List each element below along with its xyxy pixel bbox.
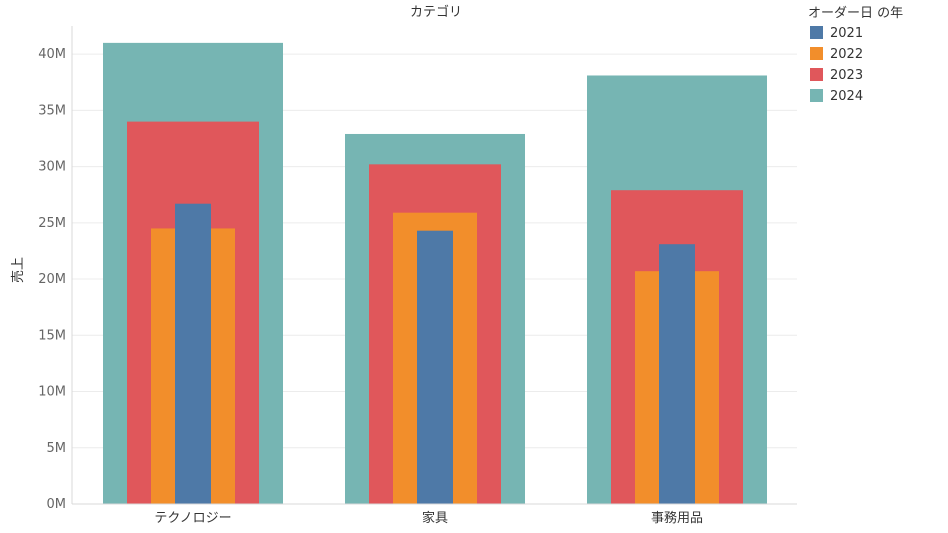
legend-swatch-2021 <box>810 26 823 39</box>
chart-title: カテゴリ <box>410 4 462 20</box>
x-category-label: テクノロジー <box>154 511 231 526</box>
legend-label-2023: 2023 <box>830 68 863 83</box>
legend-swatch-2024 <box>810 89 823 102</box>
bars-layer <box>103 42 767 505</box>
axis-layer: 0M 5M 10M 15M 20M 25M 30M 35M 40M テクノロジー 家具 事務用品 <box>38 26 797 526</box>
y-tick-label: 20M <box>38 272 66 287</box>
y-axis-title: 売上 <box>10 257 26 283</box>
legend-swatch-2022 <box>810 47 823 60</box>
y-tick-label: 10M <box>38 385 66 400</box>
legend-label-2021: 2021 <box>830 26 863 41</box>
y-tick-label: 0M <box>47 497 67 512</box>
legend-label-2022: 2022 <box>830 47 863 62</box>
legend-label-2024: 2024 <box>830 89 863 104</box>
y-tick-label: 30M <box>38 160 66 175</box>
x-category-label: 事務用品 <box>651 511 703 526</box>
y-tick-label: 35M <box>38 103 66 118</box>
bar-2021-2[interactable] <box>659 244 695 505</box>
x-category-label: 家具 <box>422 510 448 526</box>
legend: オーダー日 の年 2021 2022 2023 2024 <box>808 6 903 104</box>
y-tick-label: 25M <box>38 216 66 231</box>
legend-title: オーダー日 の年 <box>808 6 903 21</box>
bar-2021-0[interactable] <box>175 203 211 504</box>
y-tick-label: 40M <box>38 47 66 62</box>
bar-2021-1[interactable] <box>417 230 453 504</box>
y-tick-label: 5M <box>47 441 67 456</box>
y-tick-label: 15M <box>38 328 66 343</box>
legend-swatch-2023 <box>810 68 823 81</box>
